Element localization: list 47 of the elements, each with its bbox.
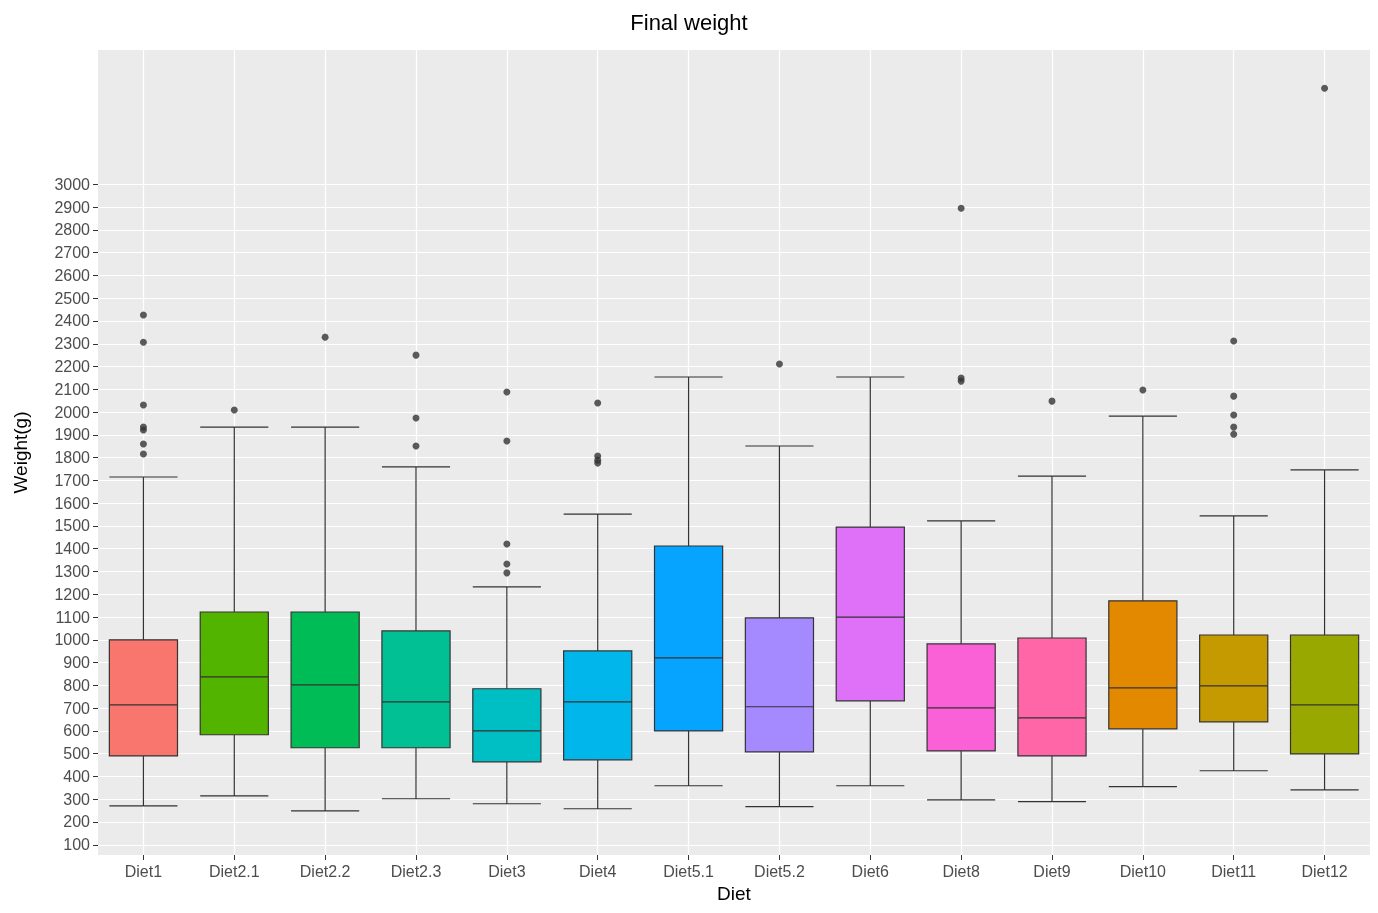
y-tick-label: 400 xyxy=(63,767,91,785)
y-tick-label: 800 xyxy=(63,676,91,694)
y-tick-label: 300 xyxy=(63,790,91,808)
x-tick-label: Diet11 xyxy=(1211,862,1257,880)
x-tick-label: Diet2.3 xyxy=(390,862,442,880)
chart-title: Final weight xyxy=(630,9,748,35)
y-tick-label: 1900 xyxy=(54,426,91,444)
y-tick-label: 1000 xyxy=(54,631,91,649)
y-tick-label: 700 xyxy=(63,699,91,717)
x-tick-label: Diet6 xyxy=(851,862,890,880)
y-tick-label: 1200 xyxy=(54,585,91,603)
y-tick-label: 1300 xyxy=(54,562,91,580)
x-tick-label: Diet2.1 xyxy=(208,862,260,880)
y-tick-label: 600 xyxy=(63,722,91,740)
x-tick-label: Diet2.2 xyxy=(299,862,351,880)
y-tick-label: 2200 xyxy=(54,358,91,376)
x-tick-label: Diet3 xyxy=(488,862,526,880)
y-tick-label: 1400 xyxy=(54,540,91,558)
x-axis-title: Diet xyxy=(717,882,752,904)
y-tick-label: 2100 xyxy=(54,380,91,398)
y-tick-label: 2000 xyxy=(54,403,91,421)
y-tick-label: 2700 xyxy=(54,244,91,262)
x-tick-label: Diet5.1 xyxy=(663,862,715,880)
x-tick-label: Diet4 xyxy=(579,862,617,880)
y-tick-label: 2500 xyxy=(54,289,91,307)
x-tick-label: Diet12 xyxy=(1301,862,1348,880)
x-tick-label: Diet10 xyxy=(1119,862,1167,880)
y-tick-label: 2900 xyxy=(54,198,91,216)
y-tick-label: 1700 xyxy=(54,471,91,489)
x-tick-label: Diet9 xyxy=(1033,862,1071,880)
y-tick-label: 1600 xyxy=(54,494,91,512)
y-tick-label: 500 xyxy=(63,745,91,763)
y-tick-label: 900 xyxy=(63,654,91,672)
y-axis-title: Weight(g) xyxy=(10,411,31,494)
y-tick-label: 1100 xyxy=(55,608,91,626)
y-tick-label: 3000 xyxy=(54,175,91,193)
y-tick-label: 1800 xyxy=(54,449,91,467)
x-tick-label: Diet8 xyxy=(942,862,980,880)
y-tick-label: 2300 xyxy=(54,335,91,353)
x-tick-label: Diet1 xyxy=(124,862,163,880)
y-tick-label: 2400 xyxy=(54,312,91,330)
y-tick-label: 2800 xyxy=(54,221,91,239)
y-tick-label: 100 xyxy=(63,836,91,854)
y-tick-label: 2600 xyxy=(54,266,91,284)
x-tick-label: Diet5.2 xyxy=(754,862,805,880)
y-tick-label: 200 xyxy=(63,813,91,831)
y-tick-label: 1500 xyxy=(54,517,91,535)
